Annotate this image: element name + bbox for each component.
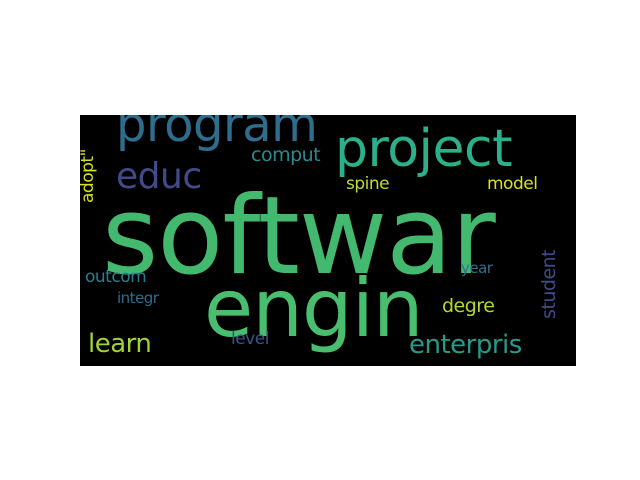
word-year: year bbox=[461, 259, 493, 277]
word-adopt: adopt" bbox=[80, 149, 98, 203]
word-level: level bbox=[231, 329, 269, 349]
word-softwar: softwar bbox=[102, 174, 496, 299]
word-engin: engin bbox=[204, 262, 424, 355]
word-model: model bbox=[487, 174, 538, 194]
word-comput: comput bbox=[251, 144, 321, 166]
word-spine: spine bbox=[346, 174, 390, 194]
word-outcom: outcom bbox=[85, 267, 147, 287]
word-cloud: softwar engin program project educ compu… bbox=[80, 115, 576, 366]
word-degre: degre bbox=[442, 295, 495, 317]
word-enterpris: enterpris bbox=[409, 330, 522, 360]
word-educ: educ bbox=[116, 156, 202, 197]
word-integr: integr bbox=[117, 289, 159, 307]
word-learn: learn bbox=[88, 329, 152, 359]
word-student: student bbox=[538, 249, 560, 319]
word-program: program bbox=[116, 115, 318, 153]
word-project: project bbox=[335, 119, 512, 179]
